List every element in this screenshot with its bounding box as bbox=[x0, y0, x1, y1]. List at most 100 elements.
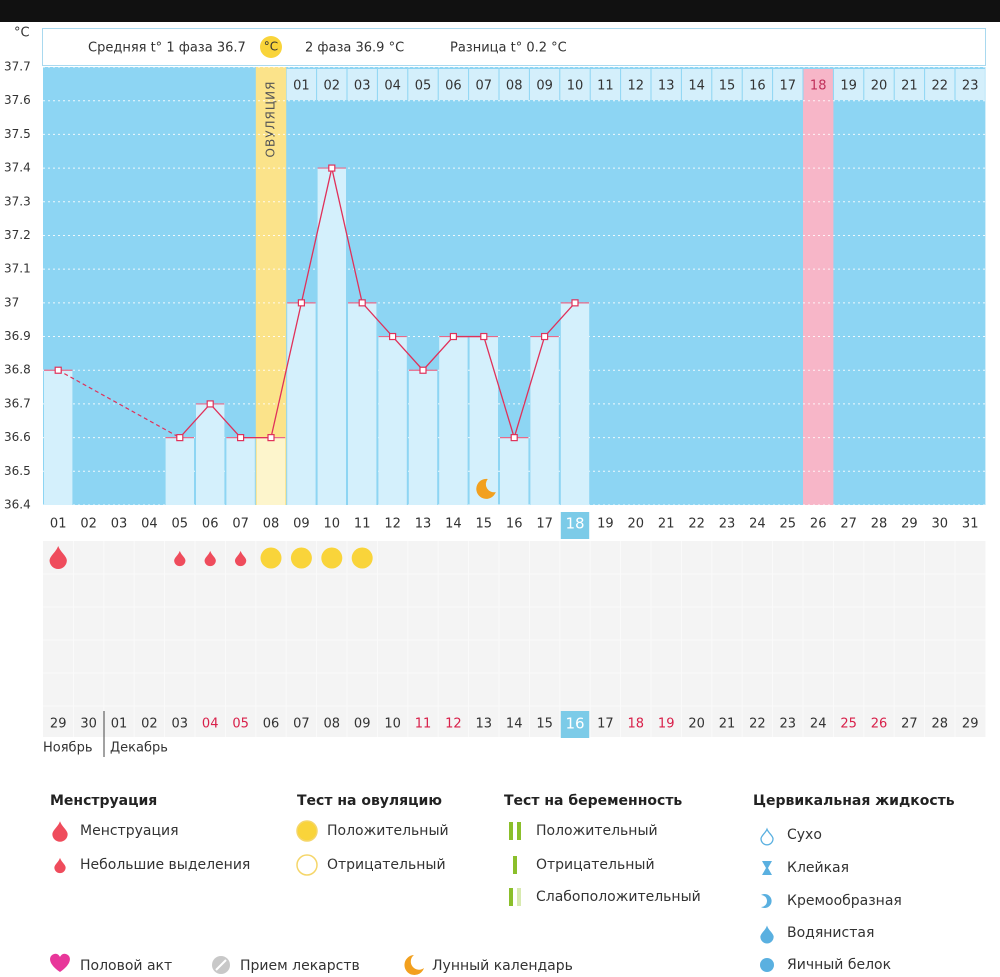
unit-badge bbox=[260, 36, 282, 58]
cycle-day: 15 bbox=[719, 79, 736, 94]
ovulation-column bbox=[255, 67, 287, 505]
gap-connector bbox=[57, 369, 181, 439]
legend-icon bbox=[760, 925, 774, 944]
temp-bar bbox=[317, 168, 346, 506]
legend-item: Прием лекарств bbox=[240, 958, 360, 974]
marks-area bbox=[43, 541, 986, 737]
temp-point bbox=[176, 434, 184, 442]
temp-bar bbox=[287, 302, 316, 505]
y-tick-label: 36.4 bbox=[4, 498, 31, 512]
date-label: 10 bbox=[384, 717, 401, 732]
temp-bar bbox=[196, 403, 225, 505]
x-tick-label: 10 bbox=[324, 517, 341, 532]
legend-item: Положительный bbox=[536, 823, 658, 839]
cycle-cell bbox=[864, 69, 894, 100]
legend-item: Половой акт bbox=[80, 958, 172, 974]
ovulation-test-icon bbox=[290, 547, 312, 569]
date-label: 30 bbox=[80, 717, 97, 732]
date-label: 01 bbox=[111, 717, 128, 732]
header-box bbox=[42, 28, 986, 66]
x-tick-label: 05 bbox=[172, 517, 189, 532]
legend-item: Кремообразная bbox=[787, 893, 902, 909]
date-label: 26 bbox=[871, 717, 888, 732]
cycle-cell bbox=[894, 69, 925, 100]
cycle-day: 21 bbox=[901, 79, 918, 94]
date-label: 07 bbox=[293, 717, 310, 732]
x-tick-label: 01 bbox=[50, 517, 67, 532]
y-tick-label: 36.5 bbox=[4, 464, 31, 478]
x-tick-label: 30 bbox=[932, 517, 949, 532]
date-label: 08 bbox=[324, 717, 341, 732]
cycle-cell bbox=[347, 69, 377, 100]
x-tick-label: 15 bbox=[476, 517, 493, 532]
legend-title: Менструация bbox=[50, 793, 157, 809]
x-tick-label: 24 bbox=[749, 517, 766, 532]
temp-point bbox=[389, 332, 397, 341]
y-tick-label: 36.8 bbox=[4, 363, 31, 377]
x-tick-label: 06 bbox=[202, 517, 219, 532]
temp-bar bbox=[469, 336, 498, 505]
x-tick-label: 16 bbox=[506, 517, 523, 532]
date-label: 17 bbox=[597, 717, 614, 732]
cycle-cell bbox=[833, 69, 864, 100]
date-label: 27 bbox=[901, 717, 918, 732]
legend-icon bbox=[761, 894, 772, 908]
cycle-day: 23 bbox=[962, 79, 979, 94]
x-tick-label: 21 bbox=[658, 517, 675, 532]
x-tick-label: 31 bbox=[962, 517, 979, 532]
date-label: 29 bbox=[50, 717, 67, 732]
temp-point bbox=[540, 332, 549, 341]
temp-bar bbox=[256, 437, 286, 505]
cycle-day: 09 bbox=[536, 79, 553, 94]
temp-point bbox=[449, 332, 457, 341]
phase2: 2 фаза 36.9 °C bbox=[305, 41, 404, 56]
date-label: 03 bbox=[172, 717, 189, 732]
cycle-day: 06 bbox=[445, 79, 462, 94]
cycle-day: 07 bbox=[476, 79, 493, 94]
ovulation-test-icon bbox=[321, 547, 343, 569]
y-tick-label: 37.2 bbox=[4, 228, 31, 242]
date-label: 19 bbox=[658, 717, 675, 732]
y-tick-label: 37.4 bbox=[4, 161, 31, 175]
date-label: 12 bbox=[445, 717, 462, 732]
legend-icon bbox=[513, 856, 517, 874]
date-label: 24 bbox=[810, 717, 827, 732]
temp-bar bbox=[560, 302, 590, 505]
cycle-cell bbox=[742, 69, 773, 100]
cycle-day: 13 bbox=[658, 79, 675, 94]
phase1: Средняя t° 1 фаза 36.7 bbox=[88, 41, 246, 56]
x-tick-label: 03 bbox=[111, 517, 128, 532]
cycle-day: 04 bbox=[384, 79, 401, 94]
x-tick-label: 11 bbox=[354, 517, 371, 532]
cycle-day: 01 bbox=[293, 79, 310, 94]
today-box bbox=[560, 512, 590, 539]
legend-icon bbox=[54, 857, 66, 874]
legend-item: Положительный bbox=[327, 823, 449, 839]
legend-icon bbox=[296, 820, 318, 842]
month-label: Ноябрь bbox=[43, 741, 92, 756]
menstruation-icon bbox=[49, 545, 67, 569]
cycle-cell bbox=[681, 69, 712, 100]
temp-point bbox=[358, 299, 366, 307]
x-tick-label: 02 bbox=[80, 517, 97, 532]
cycle-cell bbox=[377, 69, 408, 100]
cycle-day: 10 bbox=[567, 79, 584, 94]
x-tick-label: 17 bbox=[536, 517, 553, 532]
date-label: 15 bbox=[536, 717, 553, 732]
temp-bar bbox=[165, 437, 194, 505]
date-label: 29 bbox=[962, 717, 979, 732]
x-tick-label: 04 bbox=[141, 517, 158, 532]
temp-point bbox=[54, 366, 62, 374]
x-tick-label: 13 bbox=[415, 517, 432, 532]
temp-point bbox=[328, 164, 336, 172]
cycle-cell bbox=[286, 69, 317, 100]
temp-point bbox=[297, 299, 305, 307]
cycle-day: 08 bbox=[506, 79, 523, 94]
legend-title: Тест на беременность bbox=[504, 793, 682, 809]
temp-line bbox=[179, 167, 576, 440]
cycle-cell bbox=[651, 69, 681, 100]
date-label: 13 bbox=[476, 717, 493, 732]
x-tick-label: 22 bbox=[688, 517, 705, 532]
y-tick-label: 36.7 bbox=[4, 396, 31, 410]
date-label: 22 bbox=[749, 717, 766, 732]
